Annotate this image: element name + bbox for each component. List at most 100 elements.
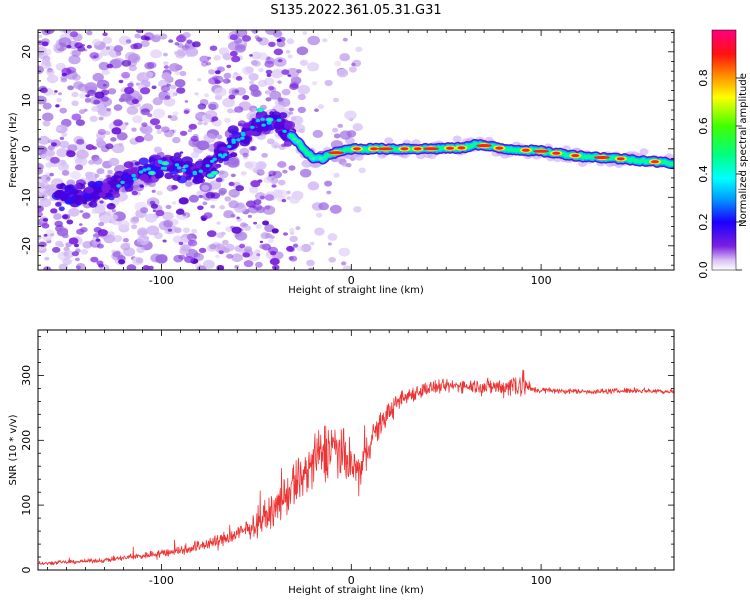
spectrogram-noise-blob — [46, 74, 59, 84]
spectrogram-noise-blob — [108, 159, 117, 166]
colorbar-tick-label: 0.8 — [697, 69, 710, 87]
snr-frame — [37, 329, 675, 571]
spectrogram-noise-blob — [71, 251, 79, 257]
spectrogram-noise-blob — [288, 111, 294, 115]
spectrogram-ridge-blob — [283, 120, 296, 130]
spectrogram-noise-blob — [247, 214, 252, 218]
spectrogram-noise-blob — [183, 110, 190, 114]
spectrogram-noise-blob — [179, 70, 187, 77]
spectrogram-noise-blob — [52, 246, 61, 253]
spectrogram-noise-blob — [174, 227, 182, 234]
spectrogram-noise-blob — [312, 129, 323, 138]
spectrogram-noise-blob — [218, 250, 224, 255]
spectrogram-noise-blob — [300, 243, 312, 253]
spectrogram-ridge-blob — [76, 195, 88, 204]
spectrogram-noise-blob — [95, 238, 101, 242]
spectrogram-ridge-blob — [124, 183, 132, 190]
spectrogram-noise-blob — [215, 177, 223, 183]
spectrogram-noise-blob — [265, 69, 273, 75]
spectrogram-noise-blob — [314, 227, 325, 236]
spectrogram-ridge-blob — [128, 176, 135, 182]
spectrogram-noise-blob — [253, 221, 258, 225]
spectrogram-noise-blob — [111, 127, 122, 135]
spectrogram-noise-blob — [93, 227, 102, 233]
spectrogram-noise-blob — [137, 229, 148, 238]
spectrogram-noise-blob — [268, 246, 279, 254]
spectrogram-peak-core — [258, 108, 263, 112]
spectrogram-noise-blob — [38, 34, 43, 39]
spectrogram-noise-blob — [110, 137, 117, 142]
spectrogram-peak-spot — [250, 125, 255, 129]
spectrogram-noise-blob — [264, 194, 275, 201]
spectrogram-noise-blob — [289, 255, 298, 262]
spectrogram-noise-blob — [54, 220, 63, 227]
spectrogram-noise-blob — [205, 191, 216, 199]
spectrogram-noise-blob — [277, 59, 283, 63]
spectrogram-ridge-blob — [94, 180, 103, 188]
spectrogram-noise-blob — [135, 241, 142, 246]
spectrogram-noise-blob — [147, 61, 157, 69]
spectrogram-noise-blob — [148, 265, 154, 270]
colorbar-label: Normalized spectral amplitude — [738, 73, 749, 227]
spectrogram-noise-blob — [326, 190, 332, 195]
spectrogram-noise-blob — [38, 40, 44, 46]
spectrogram-noise-blob — [40, 87, 48, 94]
spectrogram-noise-blob — [211, 116, 219, 122]
spectrogram-noise-blob — [153, 146, 163, 153]
spectrogram-noise-blob — [228, 181, 235, 187]
spectrogram-noise-blob — [102, 32, 108, 37]
spectrogram-noise-blob — [56, 227, 69, 237]
spectrogram-hot-core — [533, 149, 550, 153]
spectrogram-peak-spot — [260, 117, 265, 121]
spectrogram-noise-blob — [192, 41, 201, 48]
spectrogram-noise-blob — [223, 72, 232, 79]
spectrogram-noise-blob — [324, 180, 333, 187]
spectrogram-noise-blob — [231, 253, 243, 263]
spectrogram-ridge-blob — [172, 174, 182, 182]
spectrogram-peak-spot — [255, 119, 261, 123]
spectrogram-noise-blob — [276, 40, 286, 48]
spectrogram-noise-blob — [197, 205, 204, 211]
spectrogram-noise-blob — [164, 95, 171, 100]
spectrogram-ridge-blob — [111, 192, 116, 196]
spectrogram-noise-blob — [198, 194, 204, 199]
spectrogram-ridge-blob — [108, 195, 115, 201]
spectrogram-noise-blob — [58, 92, 63, 96]
spectrogram-noise-blob — [144, 71, 154, 79]
spectrogram-noise-blob — [79, 223, 83, 226]
spectrogram-noise-blob — [98, 116, 104, 121]
spectrogram-noise-blob — [344, 110, 357, 120]
spectrogram-noise-blob — [140, 125, 153, 135]
spectrogram-noise-blob — [336, 68, 349, 78]
spectrogram-peak-spot — [146, 167, 151, 171]
spectrogram-noise-blob — [228, 94, 236, 100]
spectrogram-noise-blob — [172, 136, 181, 144]
spectrogram-noise-blob — [208, 69, 216, 75]
spectrogram-hot-core — [352, 147, 361, 151]
spectrogram-noise-blob — [137, 96, 143, 100]
spectrogram-noise-blob — [104, 130, 111, 136]
spectrogram-noise-blob — [80, 249, 89, 255]
spectrogram-noise-blob — [262, 220, 270, 226]
spectrogram-noise-blob — [283, 232, 288, 236]
spectrogram-peak-spot — [205, 164, 210, 168]
spectrogram-noise-blob — [94, 173, 100, 178]
spectrogram-marks — [38, 30, 674, 270]
spectrogram-noise-blob — [186, 53, 192, 58]
spectrogram-noise-blob — [259, 195, 265, 200]
spectrogram-ridge-blob — [169, 155, 176, 161]
spectrogram-noise-blob — [76, 138, 85, 145]
spectrogram-noise-blob — [311, 81, 318, 86]
spectrogram-noise-blob — [329, 204, 342, 214]
spectrogram-noise-blob — [96, 243, 104, 249]
spectrogram-noise-blob — [339, 53, 351, 62]
colorbar-ticks: 0.0 0.2 0.4 0.6 0.8 — [697, 69, 742, 279]
spectrogram-peak-spot — [116, 184, 121, 188]
spectrogram-noise-blob — [76, 149, 89, 160]
spectrogram-noise-blob — [257, 79, 268, 88]
spectrogram-noise-blob — [185, 181, 193, 187]
spectrogram-peak-spot — [276, 118, 282, 122]
spectrogram-noise-blob — [218, 187, 227, 195]
spectrogram-noise-blob — [118, 259, 126, 265]
